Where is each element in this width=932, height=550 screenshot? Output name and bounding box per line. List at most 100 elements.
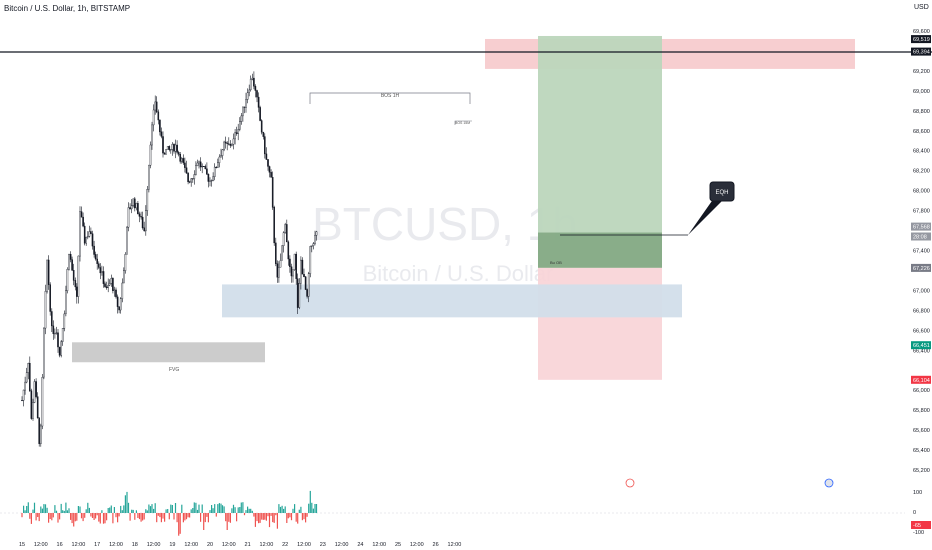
- candle[interactable]: [46, 259, 48, 294]
- candle[interactable]: [246, 88, 249, 104]
- candle[interactable]: [235, 126, 238, 136]
- candle[interactable]: [124, 252, 127, 274]
- candle[interactable]: [281, 245, 283, 261]
- candle[interactable]: [268, 165, 271, 178]
- candle[interactable]: [270, 169, 272, 178]
- candle[interactable]: [311, 245, 313, 253]
- candle[interactable]: [104, 281, 106, 288]
- candle[interactable]: [216, 158, 219, 168]
- candle[interactable]: [148, 164, 150, 193]
- bos-line[interactable]: [309, 92, 471, 104]
- candle[interactable]: [201, 163, 204, 174]
- candle[interactable]: [271, 171, 274, 210]
- candle[interactable]: [295, 251, 298, 285]
- candle[interactable]: [122, 267, 125, 284]
- candle[interactable]: [227, 137, 230, 146]
- candle[interactable]: [32, 398, 34, 421]
- price-badge[interactable]: 69,519: [911, 35, 931, 44]
- candle[interactable]: [94, 251, 97, 261]
- candle[interactable]: [85, 236, 87, 246]
- candle[interactable]: [293, 253, 296, 271]
- candle[interactable]: [174, 139, 177, 159]
- candle[interactable]: [210, 179, 213, 187]
- candle[interactable]: [240, 113, 243, 125]
- candle[interactable]: [286, 219, 288, 243]
- candle[interactable]: [132, 198, 135, 208]
- price-badge[interactable]: 69,394: [911, 47, 931, 56]
- candle[interactable]: [162, 131, 164, 158]
- candle[interactable]: [278, 261, 280, 283]
- candle[interactable]: [298, 278, 301, 310]
- candle[interactable]: [130, 199, 133, 214]
- candle[interactable]: [107, 278, 109, 293]
- candle[interactable]: [80, 206, 83, 218]
- candle[interactable]: [290, 263, 293, 283]
- candle[interactable]: [257, 92, 260, 113]
- candle[interactable]: [273, 205, 276, 246]
- candle[interactable]: [232, 133, 235, 150]
- price-axis[interactable]: 69,600 69,200 69,000 68,800 68,600 68,400 68,2…: [911, 29, 931, 474]
- candle[interactable]: [226, 141, 229, 151]
- candle[interactable]: [65, 285, 67, 317]
- candle[interactable]: [248, 84, 251, 97]
- candle[interactable]: [27, 362, 30, 380]
- candle[interactable]: [127, 202, 130, 232]
- candle[interactable]: [151, 121, 153, 150]
- candle[interactable]: [206, 162, 208, 175]
- candle[interactable]: [238, 117, 241, 132]
- candle[interactable]: [96, 253, 98, 270]
- candle[interactable]: [97, 261, 100, 270]
- candle[interactable]: [196, 159, 199, 167]
- candle[interactable]: [36, 392, 39, 419]
- candle[interactable]: [218, 154, 221, 168]
- candle[interactable]: [60, 340, 62, 358]
- event-icon-left[interactable]: [625, 478, 635, 488]
- candle[interactable]: [116, 294, 119, 314]
- candle[interactable]: [191, 178, 194, 183]
- candle[interactable]: [176, 140, 178, 155]
- candle[interactable]: [199, 157, 202, 171]
- candle[interactable]: [213, 163, 216, 181]
- candle[interactable]: [154, 95, 157, 115]
- candle[interactable]: [137, 201, 139, 215]
- candle[interactable]: [149, 141, 152, 169]
- candle[interactable]: [264, 133, 266, 159]
- candle[interactable]: [185, 160, 188, 174]
- candle[interactable]: [86, 231, 89, 240]
- candle[interactable]: [220, 148, 222, 158]
- candle[interactable]: [69, 251, 72, 263]
- price-badge[interactable]: 67,568: [911, 222, 931, 231]
- candle[interactable]: [314, 230, 316, 246]
- candle[interactable]: [157, 109, 160, 125]
- candle[interactable]: [165, 149, 167, 155]
- candle[interactable]: [129, 203, 131, 210]
- candle[interactable]: [166, 146, 169, 150]
- candle[interactable]: [209, 177, 211, 187]
- candle[interactable]: [44, 284, 47, 335]
- candle[interactable]: [237, 123, 240, 141]
- candle[interactable]: [143, 221, 146, 232]
- candle[interactable]: [224, 136, 227, 149]
- candle[interactable]: [144, 205, 147, 236]
- candle[interactable]: [138, 211, 141, 223]
- candle[interactable]: [115, 287, 117, 299]
- candle[interactable]: [133, 197, 136, 212]
- candle[interactable]: [163, 152, 166, 155]
- candle[interactable]: [303, 268, 305, 278]
- candle[interactable]: [108, 279, 111, 287]
- candle[interactable]: [99, 263, 102, 280]
- candle[interactable]: [307, 271, 310, 303]
- candle[interactable]: [126, 226, 128, 255]
- candle[interactable]: [68, 253, 70, 271]
- candle[interactable]: [105, 281, 108, 290]
- candle[interactable]: [169, 149, 172, 154]
- candle[interactable]: [229, 140, 232, 148]
- candle[interactable]: [171, 142, 174, 156]
- candle[interactable]: [140, 211, 142, 220]
- candle[interactable]: [242, 106, 244, 122]
- candle[interactable]: [121, 278, 124, 303]
- candle[interactable]: [119, 297, 122, 314]
- candle[interactable]: [221, 149, 224, 160]
- candle[interactable]: [190, 178, 193, 187]
- candle[interactable]: [284, 222, 287, 234]
